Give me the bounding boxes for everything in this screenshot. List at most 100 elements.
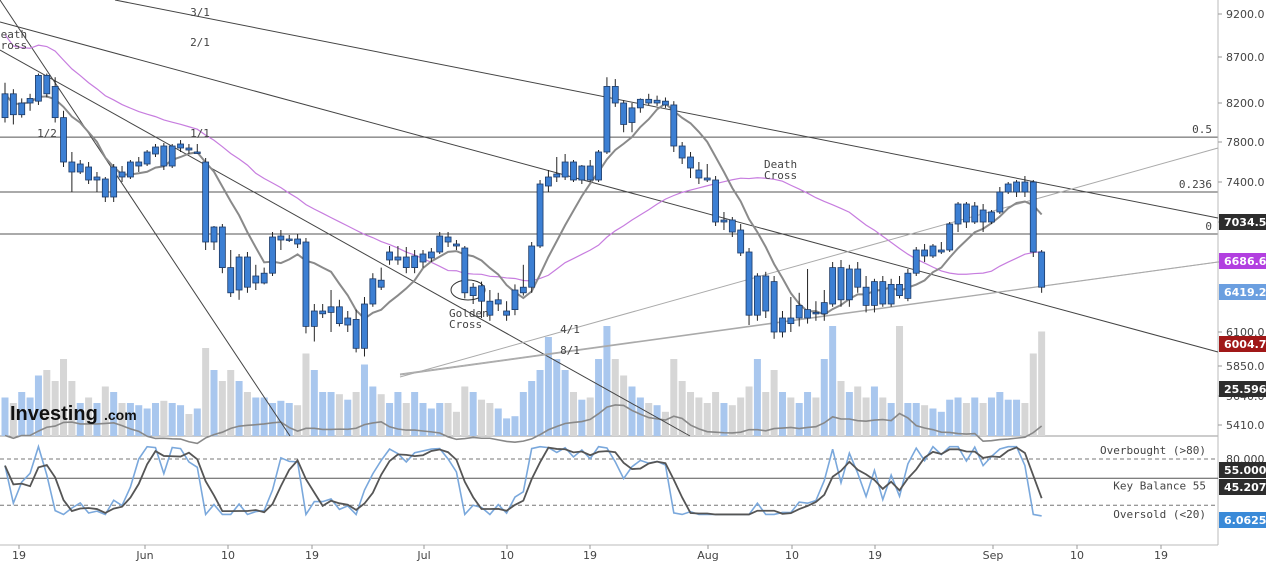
fib-label-0: 0.5 [1192, 123, 1212, 136]
candle-body-114 [954, 203, 962, 225]
candle-120 [1004, 182, 1012, 194]
candle-body-84 [703, 177, 711, 181]
candle-body-33 [277, 235, 285, 241]
y-tick-label-0: 9200.0 [1226, 8, 1265, 21]
candle-body-83 [695, 169, 703, 179]
candle-7 [60, 110, 67, 167]
oscillator-panel: Overbought (>80) Key Balance 55 Oversold (… [0, 443, 1218, 521]
volume-bar-83 [695, 397, 703, 436]
axis-value-tags: 7034.5 6686.6 6419.2 6004.7 25.596K 55.0000 45… [1219, 214, 1266, 528]
candle-29 [244, 252, 251, 293]
candle-body-54 [453, 243, 460, 247]
volume-bar-17 [143, 408, 151, 436]
candle-body-40 [335, 306, 343, 324]
candle-124 [1038, 250, 1046, 293]
candle-15 [127, 160, 134, 179]
osc-tag-1: 45.2070 [1219, 479, 1266, 495]
volume-bar-34 [285, 403, 293, 436]
candle-108 [904, 269, 912, 302]
candle-body-53 [444, 236, 452, 243]
candle-body-107 [896, 283, 903, 296]
candle-body-15 [127, 161, 134, 178]
osc-tag-bg-1 [1219, 479, 1266, 495]
candle-49 [411, 250, 419, 274]
candle-106 [887, 278, 895, 307]
candle-117 [979, 204, 987, 232]
candle-67 [561, 154, 569, 180]
candle-32 [269, 232, 276, 276]
cross-label-0-line2: Cross [0, 39, 27, 52]
candle-60 [503, 301, 511, 321]
candle-body-64 [536, 183, 544, 247]
osc-tag-bg-0 [1219, 462, 1266, 478]
x-tick-label-1: Jun [135, 549, 153, 562]
x-tick-label-6: 19 [583, 549, 597, 562]
candle-109 [912, 247, 920, 276]
candle-52 [436, 232, 444, 254]
volume-bar-72 [603, 326, 611, 436]
candle-14 [118, 166, 126, 182]
candle-12 [101, 177, 109, 202]
candle-75 [628, 103, 636, 133]
candle-body-52 [436, 235, 444, 253]
volume-bar-42 [352, 392, 360, 436]
investing-logo-suffix: .com [104, 407, 137, 423]
volume-bar-23 [193, 408, 201, 436]
volume-bar-35 [294, 405, 302, 436]
x-tick-label-2: 10 [221, 549, 235, 562]
candle-50 [419, 250, 427, 268]
candle-body-18 [152, 146, 159, 155]
candle-body-119 [996, 191, 1004, 213]
candle-body-122 [1021, 181, 1029, 193]
candle-body-41 [344, 317, 352, 326]
candle-100 [837, 260, 845, 307]
candle-body-77 [645, 98, 653, 104]
candle-body-8 [68, 161, 76, 173]
y-tick-label-8: 5850.0 [1226, 360, 1265, 373]
candle-91 [762, 271, 770, 318]
volume-bar-38 [319, 392, 327, 436]
volume-bar-53 [444, 403, 452, 436]
candle-body-97 [812, 311, 820, 315]
candle-26 [218, 224, 226, 274]
candle-body-37 [310, 310, 318, 327]
candle-81 [678, 142, 686, 164]
candle-body-57 [478, 285, 485, 302]
volume-bar-19 [160, 400, 168, 436]
volume-bar-82 [687, 392, 695, 436]
candle-122 [1021, 176, 1029, 197]
x-tick-label-10: Sep [983, 549, 1004, 562]
candle-38 [319, 304, 327, 318]
candle-body-47 [394, 256, 402, 261]
candle-44 [369, 273, 377, 307]
candle-body-56 [469, 286, 477, 297]
candle-body-46 [386, 251, 393, 261]
candle-body-59 [494, 299, 502, 305]
price-tag-bg-3 [1219, 336, 1266, 352]
volume-bar-37 [310, 370, 318, 436]
volume-bar-0 [1, 397, 9, 436]
candle-body-100 [837, 267, 845, 301]
price-tag-text-4: 25.596K [1224, 383, 1266, 396]
x-tick-label-4: Jul [416, 549, 430, 562]
volume-bar-103 [862, 397, 870, 436]
trend-line-2 [0, 0, 291, 437]
price-tag-bg-1 [1219, 253, 1266, 269]
volume-bar-14 [118, 403, 126, 436]
candle-66 [553, 157, 561, 182]
oscillator-label-2: Oversold (<20) [1113, 508, 1206, 521]
candle-body-94 [787, 317, 795, 324]
candle-113 [946, 222, 954, 252]
candle-107 [896, 276, 903, 299]
candle-body-98 [820, 302, 828, 315]
candle-body-30 [252, 275, 260, 284]
candle-body-45 [377, 279, 385, 288]
candle-82 [687, 152, 694, 178]
candle-19 [160, 143, 168, 170]
x-tick-label-11: 10 [1070, 549, 1084, 562]
candle-body-116 [971, 205, 979, 223]
candle-110 [921, 244, 928, 262]
candle-3 [26, 93, 34, 111]
candle-70 [586, 160, 594, 182]
candle-92 [770, 276, 778, 339]
